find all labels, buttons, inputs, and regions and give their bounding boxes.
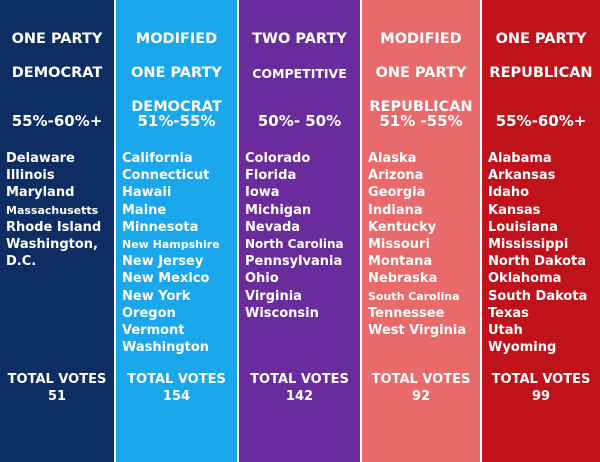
state-item: Connecticut xyxy=(122,168,210,184)
state-item: Louisiana xyxy=(488,219,558,235)
vote-share-range: 51%-55% xyxy=(137,112,216,130)
total-votes-value: 142 xyxy=(285,389,314,404)
state-item: Florida xyxy=(245,168,297,184)
state-item: North Dakota xyxy=(488,254,586,270)
total-votes-label: TOTAL VOTES xyxy=(371,372,471,387)
state-item: New Hampshire xyxy=(122,238,220,252)
state-item: Washington, xyxy=(6,237,98,253)
state-item: Kentucky xyxy=(368,219,437,235)
column-modified-one-party-democrat: MODIFIED ONE PARTY DEMOCRAT 51%-55% Cali… xyxy=(116,0,237,462)
state-item: Vermont xyxy=(122,323,185,339)
title-line: MODIFIED xyxy=(380,31,462,47)
state-item: Michigan xyxy=(245,202,312,218)
column-title: MODIFIED ONE PARTY DEMOCRAT xyxy=(116,14,237,133)
state-item: Alabama xyxy=(488,151,552,166)
state-item: Arizona xyxy=(368,168,424,184)
column-title: TWO PARTY COMPETITIVE xyxy=(239,14,360,99)
column-one-party-democrat: ONE PARTY DEMOCRAT 55%-60%+ Delaware Ill… xyxy=(0,0,114,462)
column-two-party-competitive: TWO PARTY COMPETITIVE 50%- 50% Colorado … xyxy=(239,0,360,462)
state-item: Maine xyxy=(122,202,167,218)
title-line: TWO PARTY xyxy=(252,31,347,47)
state-item: Georgia xyxy=(368,185,426,201)
title-line: COMPETITIVE xyxy=(252,66,347,81)
column-title: ONE PARTY DEMOCRAT xyxy=(0,14,114,99)
state-list: Colorado Florida Iowa Michigan Nevada No… xyxy=(245,150,358,322)
state-item: Wisconsin xyxy=(245,305,319,321)
state-item: Hawaii xyxy=(122,185,172,201)
state-item: Idaho xyxy=(488,185,530,201)
state-list: Delaware Illinois Maryland Massachusetts… xyxy=(6,150,112,270)
state-item: Illinois xyxy=(6,168,55,184)
state-item: New Jersey xyxy=(122,254,204,270)
state-item: D.C. xyxy=(6,254,37,270)
total-votes-label: TOTAL VOTES xyxy=(491,372,591,387)
column-modified-one-party-republican: MODIFIED ONE PARTY REPUBLICAN 51% -55% A… xyxy=(362,0,480,462)
state-item: North Carolina xyxy=(245,237,344,252)
state-item: Nebraska xyxy=(368,271,438,287)
state-item: Utah xyxy=(488,323,523,339)
title-line: REPUBLICAN xyxy=(369,99,473,115)
state-item: California xyxy=(122,151,193,166)
title-line: ONE PARTY xyxy=(495,31,587,47)
state-item: Alaska xyxy=(368,151,417,166)
column-title: MODIFIED ONE PARTY REPUBLICAN xyxy=(362,14,480,133)
vote-share-range: 51% -55% xyxy=(379,112,463,130)
state-list: California Connecticut Hawaii Maine Minn… xyxy=(122,150,235,356)
state-item: Maryland xyxy=(6,185,75,201)
vote-share-range: 50%- 50% xyxy=(257,112,342,130)
state-item: South Dakota xyxy=(488,288,588,304)
title-line: ONE PARTY xyxy=(375,65,467,81)
title-line: MODIFIED xyxy=(135,31,218,47)
state-item: Arkansas xyxy=(488,168,556,184)
total-votes-value: 51 xyxy=(47,389,67,404)
state-item: Nevada xyxy=(245,219,301,235)
state-item: Tennessee xyxy=(368,305,445,321)
vote-share-range: 55%-60%+ xyxy=(495,112,587,130)
state-item: Texas xyxy=(488,305,529,321)
column-title: ONE PARTY REPUBLICAN xyxy=(482,14,600,99)
title-line: DEMOCRAT xyxy=(131,99,222,115)
title-line: ONE PARTY xyxy=(11,31,103,47)
state-item: Indiana xyxy=(368,202,423,218)
state-list: Alabama Arkansas Idaho Kansas Louisiana … xyxy=(488,150,598,356)
total-votes-label: TOTAL VOTES xyxy=(7,372,107,387)
state-item: Virginia xyxy=(245,288,302,304)
state-item: Colorado xyxy=(245,151,311,166)
state-item: Pennsylvania xyxy=(245,254,343,270)
total-votes-label: TOTAL VOTES xyxy=(127,372,226,387)
state-item: Minnesota xyxy=(122,219,199,235)
title-line: DEMOCRAT xyxy=(11,65,103,81)
state-item: New Mexico xyxy=(122,271,210,287)
state-item: West Virginia xyxy=(368,323,467,339)
vote-share-range: 55%-60%+ xyxy=(11,112,103,130)
state-item: Ohio xyxy=(245,271,279,287)
state-list: Alaska Arizona Georgia Indiana Kentucky … xyxy=(368,150,478,339)
title-line: ONE PARTY xyxy=(131,65,222,81)
total-votes-value: 154 xyxy=(162,389,191,404)
total-votes-value: 92 xyxy=(411,389,431,404)
state-item: Washington xyxy=(122,340,210,356)
state-item: Delaware xyxy=(6,151,75,166)
state-item: Oregon xyxy=(122,305,176,321)
state-item: Massachusetts xyxy=(6,203,99,217)
state-item: Mississippi xyxy=(488,237,569,253)
state-item: Wyoming xyxy=(488,340,557,356)
state-item: Kansas xyxy=(488,202,541,218)
title-line: REPUBLICAN xyxy=(489,65,593,81)
state-item: Rhode Island xyxy=(6,219,102,235)
state-item: Montana xyxy=(368,254,433,270)
total-votes-value: 99 xyxy=(531,389,551,404)
total-votes-label: TOTAL VOTES xyxy=(250,372,349,387)
state-item: South Carolina xyxy=(368,289,460,303)
state-item: Missouri xyxy=(368,237,430,253)
state-item: Iowa xyxy=(245,185,280,201)
column-one-party-republican: ONE PARTY REPUBLICAN 55%-60%+ Alabama Ar… xyxy=(482,0,600,462)
state-item: Oklahoma xyxy=(488,271,562,287)
state-item: New York xyxy=(122,288,191,304)
